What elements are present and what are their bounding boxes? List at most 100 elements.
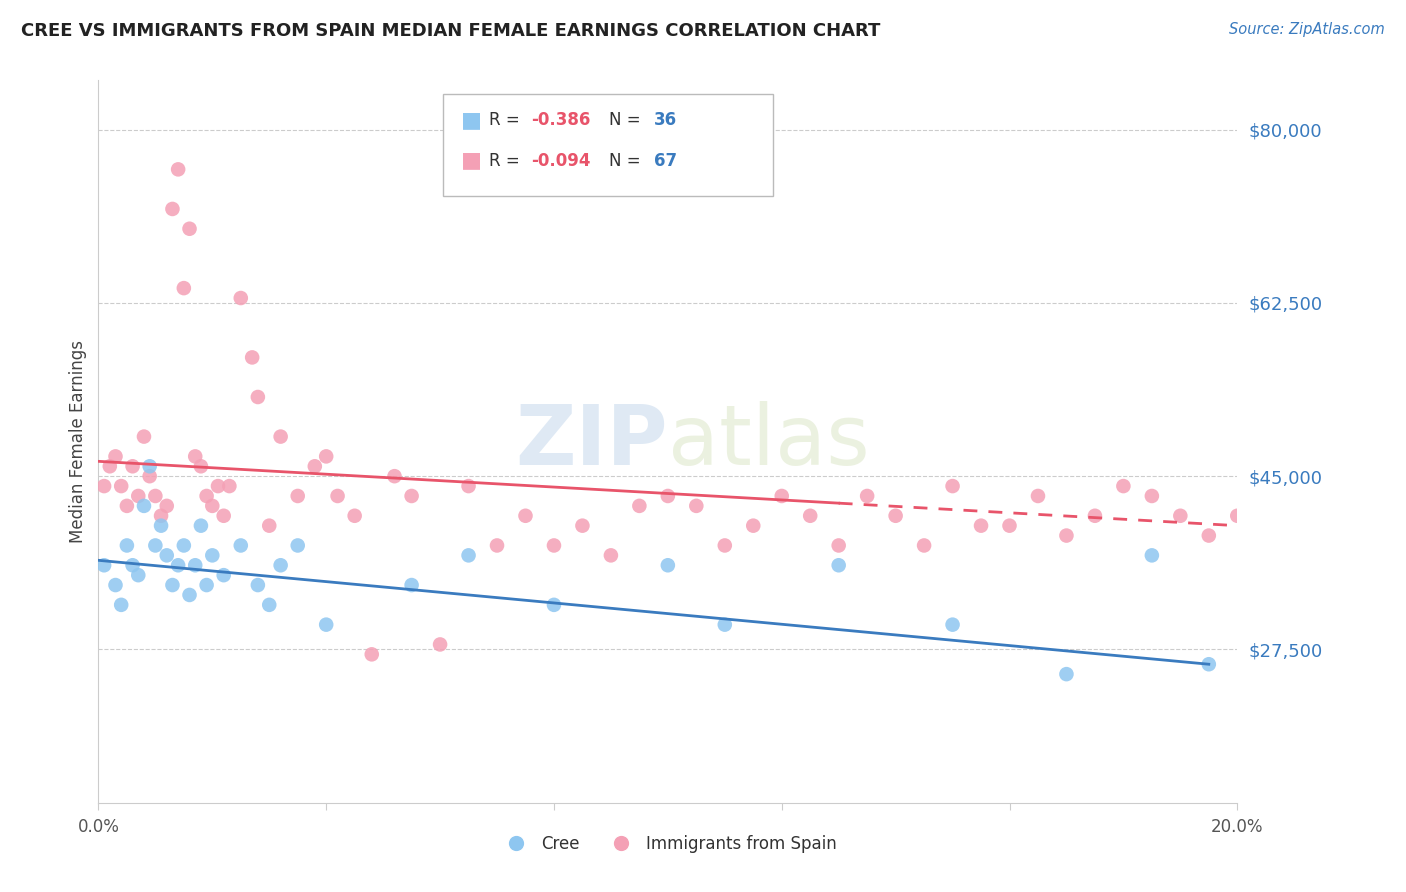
Point xyxy=(246,390,269,404)
Point xyxy=(998,518,1021,533)
Point xyxy=(110,598,132,612)
Point xyxy=(195,489,218,503)
Legend: Cree, Immigrants from Spain: Cree, Immigrants from Spain xyxy=(492,828,844,860)
Point xyxy=(1254,489,1277,503)
Point xyxy=(1084,508,1107,523)
Point xyxy=(240,351,263,365)
Text: ZIP: ZIP xyxy=(516,401,668,482)
Point xyxy=(110,479,132,493)
Point xyxy=(145,539,167,553)
Point xyxy=(179,221,201,235)
Point xyxy=(173,281,195,295)
Point xyxy=(457,479,479,493)
Point xyxy=(742,518,765,533)
Point xyxy=(657,558,679,573)
Text: ■: ■ xyxy=(461,151,482,170)
Point xyxy=(1226,508,1249,523)
Point xyxy=(162,578,184,592)
Point xyxy=(1056,667,1078,681)
Point xyxy=(201,549,224,563)
Point xyxy=(207,479,229,493)
Point xyxy=(942,617,965,632)
Point xyxy=(401,489,423,503)
Point xyxy=(942,479,965,493)
Point xyxy=(259,598,281,612)
Point xyxy=(770,489,793,503)
Text: ■: ■ xyxy=(461,111,482,130)
Point xyxy=(360,648,382,662)
Point xyxy=(714,539,737,553)
Point xyxy=(543,539,565,553)
Text: CREE VS IMMIGRANTS FROM SPAIN MEDIAN FEMALE EARNINGS CORRELATION CHART: CREE VS IMMIGRANTS FROM SPAIN MEDIAN FEM… xyxy=(21,22,880,40)
Point xyxy=(799,508,821,523)
Point xyxy=(1140,489,1163,503)
Point xyxy=(93,479,115,493)
Point xyxy=(714,617,737,632)
Point xyxy=(156,499,179,513)
Point xyxy=(1198,528,1220,542)
Point xyxy=(150,518,173,533)
Point xyxy=(132,499,155,513)
Y-axis label: Median Female Earnings: Median Female Earnings xyxy=(69,340,87,543)
Point xyxy=(104,450,127,464)
Point xyxy=(104,578,127,592)
Point xyxy=(98,459,121,474)
Point xyxy=(1284,508,1306,523)
Point xyxy=(628,499,651,513)
Text: R =: R = xyxy=(489,152,520,169)
Text: N =: N = xyxy=(609,152,640,169)
Point xyxy=(229,539,252,553)
Point xyxy=(132,429,155,443)
Point xyxy=(173,539,195,553)
Point xyxy=(384,469,406,483)
Point xyxy=(315,450,337,464)
Point xyxy=(287,539,309,553)
Point xyxy=(1198,657,1220,672)
Point xyxy=(287,489,309,503)
Point xyxy=(121,459,143,474)
Point xyxy=(201,499,224,513)
Point xyxy=(326,489,349,503)
Point xyxy=(486,539,509,553)
Point xyxy=(429,637,451,651)
Point xyxy=(543,598,565,612)
Point xyxy=(145,489,167,503)
Point xyxy=(218,479,240,493)
Point xyxy=(856,489,879,503)
Point xyxy=(343,508,366,523)
Point xyxy=(1056,528,1078,542)
Point xyxy=(457,549,479,563)
Point xyxy=(912,539,935,553)
Point xyxy=(212,508,235,523)
Point xyxy=(167,558,190,573)
Point xyxy=(138,459,160,474)
Point xyxy=(167,162,190,177)
Point xyxy=(162,202,184,216)
Point xyxy=(127,489,149,503)
Text: R =: R = xyxy=(489,112,520,129)
Point xyxy=(184,558,207,573)
Point xyxy=(970,518,993,533)
Point xyxy=(93,558,115,573)
Point xyxy=(270,558,292,573)
Point xyxy=(304,459,326,474)
Text: -0.386: -0.386 xyxy=(531,112,591,129)
Point xyxy=(571,518,593,533)
Point xyxy=(828,539,851,553)
Point xyxy=(884,508,907,523)
Point xyxy=(190,459,212,474)
Point xyxy=(1140,549,1163,563)
Text: N =: N = xyxy=(609,112,640,129)
Text: Source: ZipAtlas.com: Source: ZipAtlas.com xyxy=(1229,22,1385,37)
Point xyxy=(1112,479,1135,493)
Point xyxy=(600,549,623,563)
Text: -0.094: -0.094 xyxy=(531,152,591,169)
Point xyxy=(184,450,207,464)
Point xyxy=(195,578,218,592)
Point xyxy=(229,291,252,305)
Point xyxy=(138,469,160,483)
Point xyxy=(657,489,679,503)
Point xyxy=(828,558,851,573)
Point xyxy=(127,568,149,582)
Point xyxy=(190,518,212,533)
